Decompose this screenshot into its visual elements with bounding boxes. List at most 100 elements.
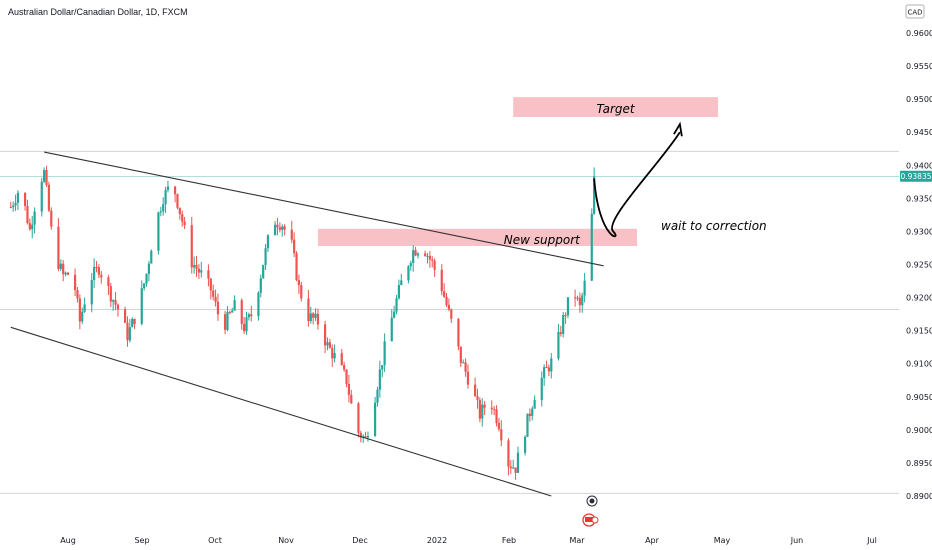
- zone-1: [317, 228, 638, 246]
- candle-body-41: [145, 273, 148, 284]
- trendlines: [10, 151, 604, 497]
- candle-body-159: [540, 377, 543, 401]
- trendline-1: [10, 326, 552, 497]
- candle-body-98: [333, 353, 336, 359]
- projection-arrow-head: [673, 121, 683, 137]
- candle-body-97: [331, 347, 334, 359]
- candle-body-62: [214, 296, 217, 302]
- zone-labels: Target New support wait to correction: [504, 102, 767, 247]
- candle-body-17: [64, 272, 67, 275]
- candle-body-46: [162, 204, 165, 212]
- candle-body-7: [31, 224, 34, 230]
- candle-body-73: [250, 314, 253, 317]
- candle-body-63: [216, 301, 220, 315]
- x-tick-7: Mar: [569, 536, 585, 545]
- candle-body-27: [97, 267, 100, 275]
- candle-body-147: [497, 422, 501, 430]
- candle-body-150: [509, 466, 512, 469]
- candle-body-2: [14, 202, 17, 206]
- candle-body-128: [433, 260, 436, 270]
- candle-body-117: [397, 285, 401, 299]
- candle-body-120: [409, 263, 412, 267]
- candle-body-139: [473, 384, 477, 397]
- candle-body-13: [50, 210, 53, 227]
- candle-body-64: [223, 314, 227, 330]
- candle-body-4: [23, 192, 27, 206]
- trendline-0: [44, 151, 604, 267]
- candle-body-125: [426, 255, 429, 257]
- x-tick-1: Sep: [134, 536, 149, 545]
- candle-body-114: [390, 317, 393, 342]
- candles: [9, 165, 596, 480]
- candle-body-49: [173, 186, 177, 195]
- x-tick-5: 2022: [427, 536, 447, 545]
- candle-body-100: [343, 365, 346, 370]
- candle-body-175: [593, 176, 596, 214]
- candle-body-29: [107, 277, 110, 287]
- candle-body-82: [281, 226, 284, 230]
- candle-body-55: [193, 265, 196, 268]
- candle-body-16: [62, 263, 65, 275]
- horizontal-lines: [0, 150, 899, 494]
- currency-badge-box: [905, 4, 925, 19]
- candle-body-35: [126, 322, 129, 341]
- candle-body-167: [564, 315, 567, 317]
- candle-body-112: [381, 365, 384, 370]
- candle-body-60: [209, 278, 212, 291]
- candle-body-69: [240, 300, 243, 324]
- candle-body-5: [26, 205, 29, 224]
- candle-body-48: [166, 186, 170, 190]
- x-axis-ticks: Aug Sep Oct Nov Dec 2022 Feb Mar Apr May Jun Jul: [60, 536, 877, 545]
- candle-body-118: [400, 280, 403, 286]
- candle-body-61: [212, 290, 215, 297]
- candle-body-88: [300, 285, 303, 299]
- candle-body-143: [483, 404, 486, 408]
- candle-body-42: [147, 263, 150, 274]
- candle-body-104: [357, 403, 360, 433]
- candle-body-87: [297, 280, 301, 286]
- candle-body-50: [176, 194, 179, 208]
- candle-body-149: [507, 440, 510, 467]
- candle-body-31: [112, 300, 115, 302]
- candle-body-24: [90, 280, 93, 305]
- candle-body-127: [431, 259, 434, 261]
- last-price-box: [900, 170, 932, 182]
- candle-body-107: [364, 436, 367, 438]
- candle-body-116: [395, 298, 398, 312]
- candle-body-11: [45, 170, 48, 185]
- candle-body-164: [557, 332, 560, 359]
- x-tick-9: May: [714, 536, 731, 545]
- candle-body-93: [316, 313, 320, 325]
- candle-body-155: [526, 413, 529, 437]
- candle-body-94: [323, 324, 327, 346]
- candle-body-40: [143, 283, 146, 289]
- candle-body-56: [195, 265, 198, 269]
- candle-body-85: [293, 239, 296, 254]
- candle-body-144: [490, 407, 493, 410]
- candle-body-18: [66, 272, 70, 275]
- candle-body-10: [43, 170, 46, 182]
- candle-body-37: [131, 318, 134, 328]
- candle-body-34: [123, 309, 127, 323]
- candle-body-75: [259, 278, 262, 293]
- x-tick-6: Feb: [502, 536, 516, 545]
- candle-body-8: [33, 211, 36, 225]
- candle-body-67: [231, 310, 234, 313]
- event-icons[interactable]: [582, 495, 599, 527]
- x-tick-11: Jul: [866, 536, 877, 545]
- x-tick-2: Oct: [208, 536, 222, 545]
- candle-body-138: [466, 371, 470, 385]
- candle-body-0: [9, 206, 12, 208]
- candle-body-91: [312, 313, 315, 318]
- candle-body-131: [445, 296, 448, 305]
- candle-body-72: [247, 314, 251, 318]
- currency-badge[interactable]: CAD: [905, 4, 925, 19]
- candle-body-66: [228, 312, 231, 314]
- candle-body-58: [200, 270, 203, 273]
